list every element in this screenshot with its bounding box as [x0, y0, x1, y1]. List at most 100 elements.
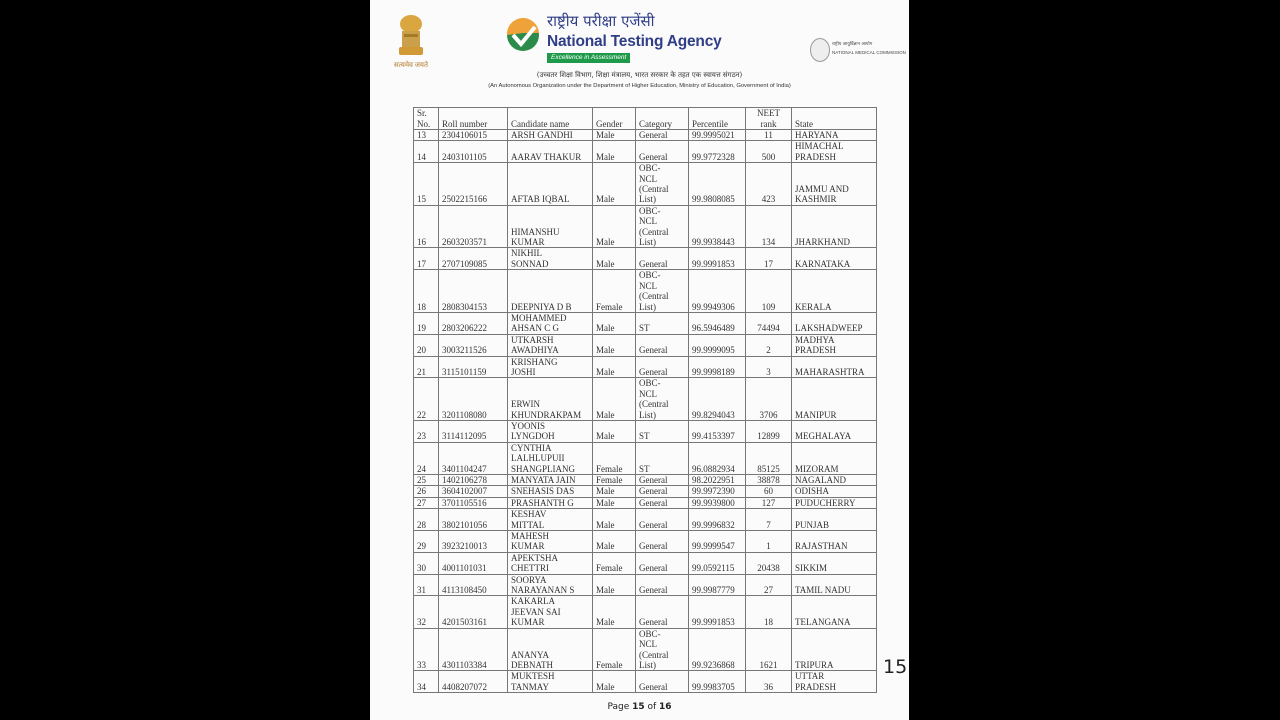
- cell-roll-number: 4201503161: [438, 595, 508, 629]
- subtitle-english: (An Autonomous Organization under the De…: [488, 83, 791, 89]
- cell-category: General: [635, 595, 689, 629]
- cell-percentile: 99.9995021: [688, 128, 746, 142]
- cell-state: LAKSHADWEEP: [791, 311, 877, 335]
- cell-percentile: 99.4153397: [688, 419, 746, 443]
- cell-percentile: 99.9987779: [688, 573, 746, 597]
- cell-candidate-name: YOONIS LYNGDOH: [507, 419, 593, 443]
- cell-category: OBC- NCL (Central List): [635, 204, 689, 249]
- cell-candidate-name: HIMANSHU KUMAR: [507, 204, 593, 249]
- cell-state: JHARKHAND: [791, 204, 877, 249]
- cell-neet-rank: 7: [745, 508, 792, 532]
- cell-percentile: 99.9938443: [688, 204, 746, 249]
- nta-tagline: Excellence in Assessment: [547, 53, 631, 63]
- cell-candidate-name: NIKHIL SONNAD: [507, 247, 593, 271]
- cell-roll-number: 3201108080: [438, 377, 508, 421]
- cell-gender: Female: [592, 627, 636, 672]
- emblem-motto: सत्यमेव जयते: [394, 61, 428, 69]
- cell-candidate-name: AARAV THAKUR: [507, 140, 593, 164]
- cell-gender: Male: [592, 573, 636, 597]
- cell-state: MADHYA PRADESH: [791, 333, 877, 357]
- table-row: 19 2803206222 MOHAMMED AHSAN C G Male ST 96.5…: [413, 311, 877, 335]
- cell-candidate-name: MUKTESH TANMAY: [507, 670, 593, 694]
- cell-neet-rank: 12899: [745, 419, 792, 443]
- cell-neet-rank: 17: [745, 247, 792, 271]
- cell-gender: Male: [592, 508, 636, 532]
- nmc-seal-icon: [810, 38, 830, 62]
- cell-neet-rank: 1: [745, 530, 792, 553]
- cell-sr-no: 26: [413, 485, 439, 498]
- table-row: 16 2603203571 HIMANSHU KUMAR Male OBC- NCL (…: [413, 204, 877, 249]
- cell-neet-rank: 423: [745, 162, 792, 206]
- cell-sr-no: 29: [413, 530, 439, 553]
- subtitle-hindi: (उच्चतर शिक्षा विभाग, शिक्षा मंत्रालय, भ…: [536, 71, 743, 79]
- cell-roll-number: 3401104247: [438, 441, 508, 476]
- cell-candidate-name: KESHAV MITTAL: [507, 508, 593, 532]
- cell-candidate-name: KAKARLA JEEVAN SAI KUMAR: [507, 595, 593, 629]
- cell-category: OBC- NCL (Central List): [635, 627, 689, 672]
- cell-roll-number: 2707109085: [438, 247, 508, 271]
- nmc-english: NATIONAL MEDICAL COMMISSION: [832, 50, 906, 55]
- table-row: 17 2707109085 NIKHIL SONNAD Male General 99.9…: [413, 247, 877, 271]
- cell-roll-number: 3923210013: [438, 530, 508, 553]
- cell-category: General: [635, 573, 689, 597]
- cell-percentile: 99.9999095: [688, 333, 746, 357]
- cell-neet-rank: 134: [745, 204, 792, 249]
- table-row: 14 2403101105 AARAV THAKUR Male General 99.97…: [413, 140, 877, 164]
- cell-sr-no: 21: [413, 355, 439, 379]
- cell-category: ST: [635, 419, 689, 443]
- cell-category: General: [635, 551, 689, 575]
- cell-sr-no: 34: [413, 670, 439, 694]
- cell-neet-rank: 500: [745, 140, 792, 164]
- cell-candidate-name: ERWIN KHUNDRAKPAM: [507, 377, 593, 421]
- cell-sr-no: 25: [413, 473, 439, 487]
- table-row: 34 4408207072 MUKTESH TANMAY Male General 99.…: [413, 670, 877, 694]
- cell-gender: Male: [592, 311, 636, 335]
- cell-category: OBC- NCL (Central List): [635, 269, 689, 313]
- cell-percentile: 99.9991853: [688, 247, 746, 271]
- cell-neet-rank: 1621: [745, 627, 792, 672]
- cell-state: PUDUCHERRY: [791, 496, 877, 510]
- cell-category: General: [635, 496, 689, 510]
- cell-roll-number: 2304106015: [438, 128, 508, 142]
- cell-gender: Male: [592, 333, 636, 357]
- cell-gender: Male: [592, 419, 636, 443]
- cell-roll-number: 3003211526: [438, 333, 508, 357]
- cell-state: TELANGANA: [791, 595, 877, 629]
- cell-candidate-name: KRISHANG JOSHI: [507, 355, 593, 379]
- column-header-gender: Gender: [592, 107, 636, 130]
- cell-neet-rank: 3706: [745, 377, 792, 421]
- cell-neet-rank: 38878: [745, 473, 792, 487]
- cell-sr-no: 24: [413, 441, 439, 476]
- page-footer: Page 15 of 16: [370, 702, 909, 713]
- cell-category: General: [635, 473, 689, 487]
- cell-category: ST: [635, 441, 689, 476]
- cell-roll-number: 2403101105: [438, 140, 508, 164]
- cell-neet-rank: 60: [745, 485, 792, 498]
- cell-sr-no: 20: [413, 333, 439, 357]
- cell-category: ST: [635, 311, 689, 335]
- cell-sr-no: 17: [413, 247, 439, 271]
- cell-neet-rank: 20438: [745, 551, 792, 575]
- cell-gender: Male: [592, 128, 636, 142]
- cell-candidate-name: SNEHASIS DAS: [507, 485, 593, 498]
- cell-percentile: 99.9236868: [688, 627, 746, 672]
- cell-percentile: 99.0592115: [688, 551, 746, 575]
- cell-roll-number: 3604102007: [438, 485, 508, 498]
- cell-gender: Female: [592, 551, 636, 575]
- cell-roll-number: 2808304153: [438, 269, 508, 313]
- column-header-roll-number: Roll number: [438, 107, 508, 130]
- table-row: 13 2304106015 ARSH GANDHI Male General 99.999…: [413, 128, 877, 142]
- cell-category: General: [635, 508, 689, 532]
- cell-roll-number: 4408207072: [438, 670, 508, 694]
- cell-percentile: 99.9998189: [688, 355, 746, 379]
- cell-gender: Male: [592, 247, 636, 271]
- cell-candidate-name: ARSH GANDHI: [507, 128, 593, 142]
- cell-percentile: 99.9991853: [688, 595, 746, 629]
- table-row: 20 3003211526 UTKARSH AWADHIYA Male General 9…: [413, 333, 877, 357]
- footer-current-page: 15: [632, 702, 645, 712]
- nta-check-logo-icon: [506, 18, 539, 51]
- column-header-state: State: [791, 107, 877, 130]
- cell-state: SIKKIM: [791, 551, 877, 575]
- cell-sr-no: 31: [413, 573, 439, 597]
- cell-sr-no: 15: [413, 162, 439, 206]
